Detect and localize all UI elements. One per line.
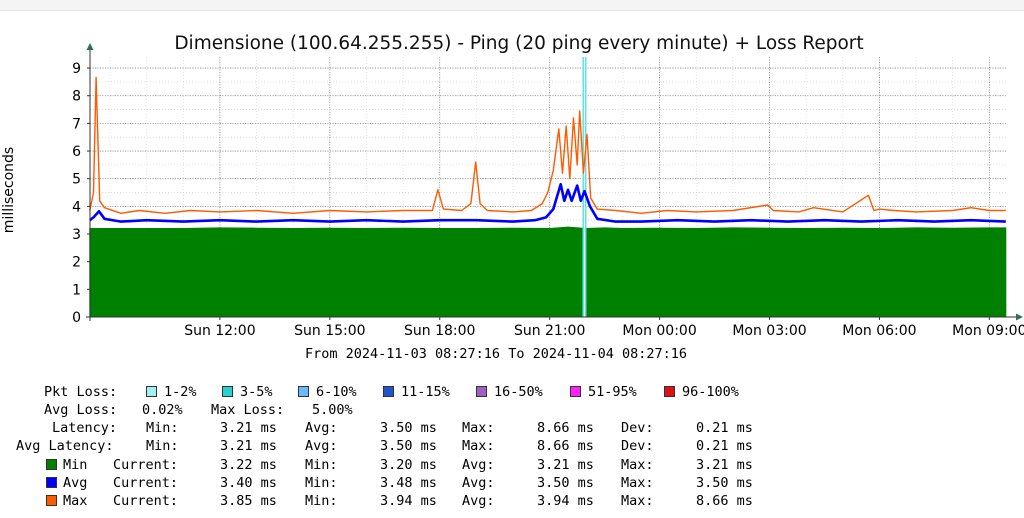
series-swatch-avg — [46, 477, 57, 488]
series-max-line — [89, 76, 1006, 215]
series-max-label: Max: — [621, 475, 654, 491]
latency-max-value: 8.66 ms — [537, 420, 594, 436]
avg-latency-min-label: Min: — [146, 438, 179, 454]
chart-title: Dimensione (100.64.255.255) - Ping (20 p… — [174, 33, 863, 54]
max-loss-value: 5.00% — [312, 402, 353, 418]
x-axis-arrow-icon — [1016, 313, 1023, 321]
series-layer — [89, 57, 1007, 318]
x-tick-label: Sun 18:00 — [404, 323, 475, 339]
loss-swatch-6-10 — [298, 386, 309, 397]
series-min-label: Min: — [305, 475, 338, 491]
y-axis-arrow-icon — [86, 43, 94, 50]
avg-loss-label: Avg Loss: — [44, 402, 118, 418]
time-range-text: From 2024-11-03 08:27:16 To 2024-11-04 0… — [305, 346, 688, 362]
latency-dev-value: 0.21 ms — [696, 420, 753, 436]
series-max-value: 3.21 ms — [696, 457, 753, 473]
series-current-label: Current: — [113, 493, 179, 509]
loss-label-6-10: 6-10% — [316, 384, 357, 400]
series-current-value: 3.40 ms — [220, 475, 277, 491]
series-name-avg: Avg — [63, 475, 88, 491]
x-tick-label: Mon 09:00 — [952, 323, 1024, 339]
y-tick-label: 7 — [72, 116, 81, 132]
x-tick-label: Mon 00:00 — [622, 323, 696, 339]
series-current-value: 3.22 ms — [220, 457, 277, 473]
latency-max-label: Max: — [462, 420, 495, 436]
series-avg-label: Avg: — [462, 493, 495, 509]
series-min-label: Min: — [305, 493, 338, 509]
footer-fragment — [450, 514, 590, 518]
series-max-value: 3.50 ms — [696, 475, 753, 491]
loss-swatch-96-100 — [664, 386, 675, 397]
latency-label: Latency: — [52, 420, 118, 436]
loss-swatch-1-2 — [146, 386, 157, 397]
loss-label-1-2: 1-2% — [164, 384, 197, 400]
series-current-label: Current: — [113, 475, 179, 491]
y-tick-label: 4 — [72, 199, 81, 215]
series-max-label: Max: — [621, 457, 654, 473]
series-avg-label: Avg: — [462, 457, 495, 473]
series-min-label: Min: — [305, 457, 338, 473]
avg-latency-avg-value: 3.50 ms — [380, 438, 437, 454]
loss-label-51-95: 51-95% — [588, 384, 637, 400]
y-tick-label: 2 — [72, 255, 81, 271]
y-tick-label: 9 — [72, 61, 81, 77]
x-tick-label: Mon 03:00 — [732, 323, 806, 339]
loss-label-96-100: 96-100% — [682, 384, 739, 400]
series-name-max: Max — [63, 493, 88, 509]
avg-latency-max-label: Max: — [462, 438, 495, 454]
series-avg-value: 3.21 ms — [537, 457, 594, 473]
ping-latency-chart: Dimensione (100.64.255.255) - Ping (20 p… — [1, 33, 1024, 339]
loss-label-3-5: 3-5% — [240, 384, 273, 400]
max-loss-label: Max Loss: — [211, 402, 285, 418]
loss-swatch-51-95 — [570, 386, 581, 397]
series-avg-line — [89, 182, 1006, 223]
avg-latency-min-value: 3.21 ms — [220, 438, 277, 454]
avg-latency-dev-label: Dev: — [621, 438, 654, 454]
y-tick-label: 8 — [72, 89, 81, 105]
latency-min-label: Min: — [146, 420, 179, 436]
series-max-label: Max: — [621, 493, 654, 509]
latency-avg-value: 3.50 ms — [380, 420, 437, 436]
latency-avg-label: Avg: — [305, 420, 338, 436]
series-max-value: 8.66 ms — [696, 493, 753, 509]
loss-swatch-3-5 — [222, 386, 233, 397]
series-avg-value: 3.50 ms — [537, 475, 594, 491]
series-min-value: 3.94 ms — [380, 493, 437, 509]
loss-label-11-15: 11-15% — [401, 384, 450, 400]
series-min-area — [89, 226, 1007, 318]
y-tick-label: 1 — [72, 282, 81, 298]
avg-latency-label: Avg Latency: — [16, 438, 114, 454]
series-min-value: 3.48 ms — [380, 475, 437, 491]
series-current-value: 3.85 ms — [220, 493, 277, 509]
loss-swatch-11-15 — [383, 386, 394, 397]
avg-latency-avg-label: Avg: — [305, 438, 338, 454]
series-avg-value: 3.94 ms — [537, 493, 594, 509]
series-swatch-min — [46, 459, 57, 470]
x-tick-label: Mon 06:00 — [842, 323, 916, 339]
x-tick-label: Sun 21:00 — [514, 323, 585, 339]
loss-swatch-16-50 — [476, 386, 487, 397]
loss-label-16-50: 16-50% — [494, 384, 543, 400]
y-tick-label: 5 — [72, 172, 81, 188]
latency-min-value: 3.21 ms — [220, 420, 277, 436]
series-name-min: Min — [63, 457, 88, 473]
series-min-value: 3.20 ms — [380, 457, 437, 473]
latency-dev-label: Dev: — [621, 420, 654, 436]
avg-latency-dev-value: 0.21 ms — [696, 438, 753, 454]
pkt-loss-label: Pkt Loss: — [44, 384, 118, 400]
y-tick-label: 3 — [72, 227, 81, 243]
x-tick-label: Sun 12:00 — [184, 323, 255, 339]
tick-labels: 0 1 2 3 4 5 6 7 8 9 Sun 12:00 Sun 15:00 Sun 18:00 Sun… — [72, 61, 1024, 339]
y-tick-label: 0 — [72, 310, 81, 326]
y-tick-label: 6 — [72, 144, 81, 160]
series-avg-label: Avg: — [462, 475, 495, 491]
avg-latency-max-value: 8.66 ms — [537, 438, 594, 454]
x-tick-label: Sun 15:00 — [294, 323, 365, 339]
y-axis-label: milliseconds — [1, 147, 17, 233]
series-current-label: Current: — [113, 457, 179, 473]
page-top-strip — [0, 0, 1024, 11]
avg-loss-value: 0.02% — [142, 402, 183, 418]
series-swatch-max — [46, 495, 57, 506]
axes — [86, 43, 1023, 321]
